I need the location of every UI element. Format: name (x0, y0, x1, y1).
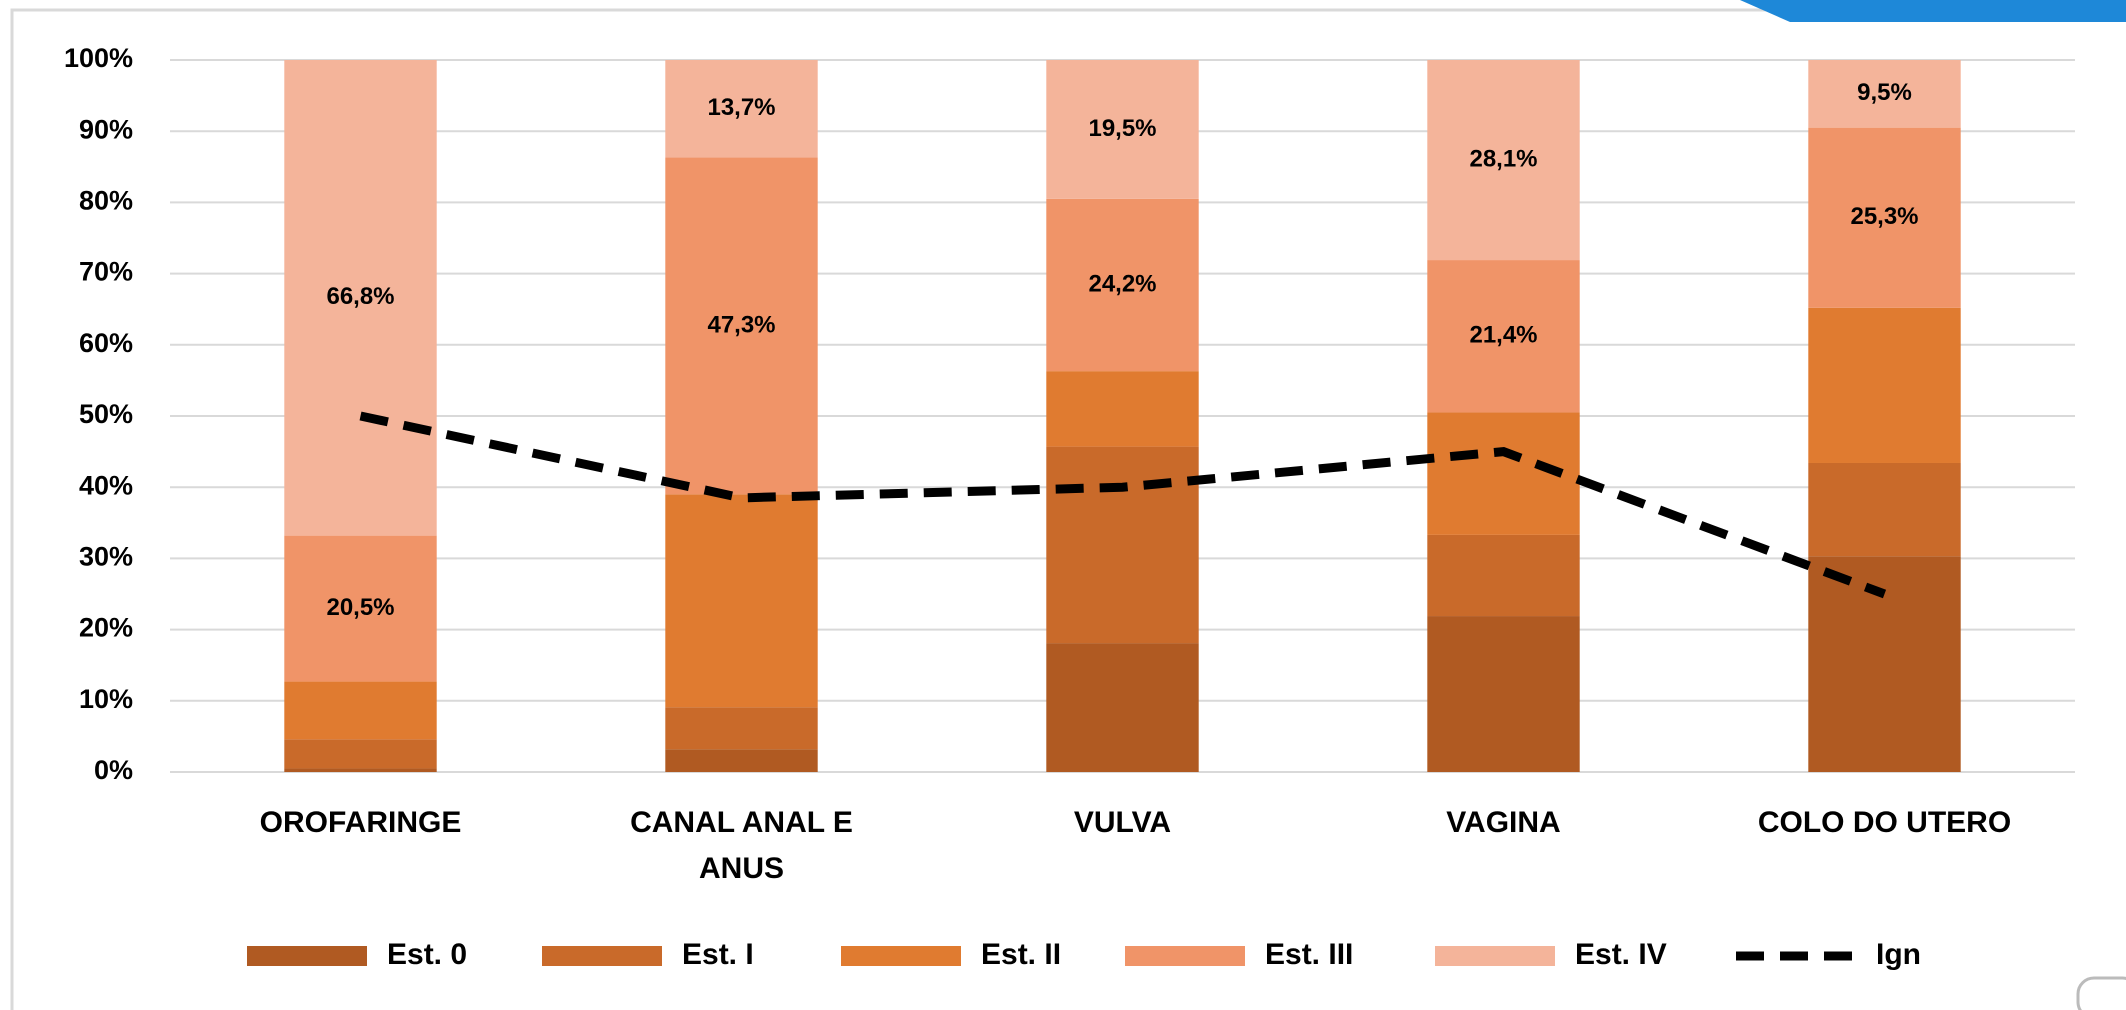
legend-label: Ign (1876, 938, 1921, 971)
bar-segment (1808, 307, 1961, 463)
bar-segment (1046, 198, 1199, 372)
bar-segment (1427, 616, 1580, 772)
x-tick-label: COLO DO UTERO (1757, 806, 2012, 839)
data-label: 13,7% (707, 94, 775, 121)
bar-segment (1808, 127, 1961, 308)
legend-label: Est. I (682, 938, 754, 971)
legend-swatch (542, 946, 662, 966)
bar-segment (1427, 260, 1580, 413)
decoration (1740, 0, 2126, 22)
bar-segment (1046, 643, 1199, 772)
data-label: 9,5% (1857, 79, 1912, 106)
legend-swatch (841, 946, 961, 966)
bar-segment (1808, 462, 1961, 557)
y-tick-label: 20% (79, 613, 133, 643)
x-tick-label: VAGINA (1446, 806, 1561, 839)
chart-border (10, 8, 2126, 1010)
y-tick-label: 90% (79, 114, 133, 144)
data-label: 28,1% (1469, 145, 1537, 172)
bar-segment (665, 749, 818, 772)
decoration (2076, 976, 2126, 1010)
bar-segment (284, 535, 437, 682)
data-label: 19,5% (1088, 115, 1156, 142)
legend-swatch (1435, 946, 1555, 966)
line-series (359, 411, 1887, 599)
bar-segment (1427, 60, 1580, 261)
x-tick-label: CANAL ANAL E ANUS (630, 806, 853, 885)
y-tick-label: 100% (64, 43, 133, 73)
bar-segment (284, 739, 437, 769)
legend-swatch (1125, 946, 1245, 966)
data-label: 24,2% (1088, 270, 1156, 297)
bar-segment (284, 60, 437, 536)
data-label: 20,5% (326, 594, 394, 621)
x-tick-label: OROFARINGE (259, 806, 462, 839)
y-tick-label: 40% (79, 470, 133, 500)
legend-swatch (247, 946, 367, 966)
bar-segment (1427, 534, 1580, 617)
y-tick-label: 80% (79, 186, 133, 216)
bar-segment (1046, 446, 1199, 644)
y-tick-label: 0% (94, 755, 133, 785)
y-tick-label: 60% (79, 328, 133, 358)
bar-segment (1808, 60, 1961, 128)
legend-label: Est. 0 (387, 938, 467, 971)
legend-label: Est. IV (1575, 938, 1667, 971)
x-tick-label: VULVA (1073, 806, 1172, 839)
bar-segment (284, 681, 437, 740)
legend-label: Est. III (1265, 938, 1353, 971)
y-tick-label: 50% (79, 399, 133, 429)
bar-segment (665, 707, 818, 750)
bar-segment (1808, 556, 1961, 772)
y-tick-label: 30% (79, 542, 133, 572)
y-tick-label: 10% (79, 684, 133, 714)
bar-segment (665, 157, 818, 495)
legend-label: Est. II (981, 938, 1061, 971)
data-label: 25,3% (1850, 203, 1918, 230)
bar-segment (284, 768, 437, 772)
bar-segment (1046, 371, 1199, 447)
data-label: 21,4% (1469, 322, 1537, 349)
bar-segment (1046, 60, 1199, 199)
bar-segment (665, 494, 818, 708)
y-tick-label: 70% (79, 257, 133, 287)
data-label: 47,3% (707, 311, 775, 338)
data-label: 66,8% (326, 283, 394, 310)
bar-segment (665, 60, 818, 158)
